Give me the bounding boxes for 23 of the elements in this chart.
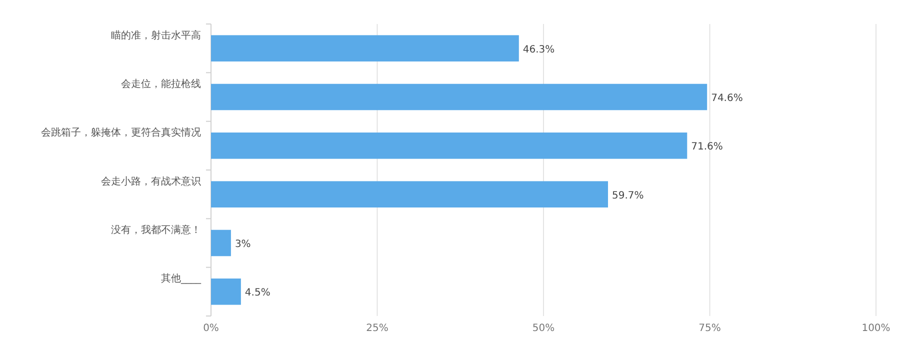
data-label: 3%: [234, 239, 251, 250]
y-tick-label: 会走位，能拉枪线: [121, 78, 201, 90]
data-label: 71.6%: [691, 142, 723, 153]
y-tick-label: 会跳箱子，躲掩体，更符合真实情况: [41, 126, 201, 139]
y-tick-label: 瞄的准，射击水平高: [111, 29, 201, 42]
data-label: 46.3%: [522, 44, 555, 56]
x-tick-label: 25%: [366, 323, 388, 334]
data-label: 4.5%: [244, 288, 270, 299]
x-tick-label: 100%: [862, 323, 890, 334]
bar: [211, 230, 231, 256]
y-tick-label: 会走小路，有战术意识: [101, 175, 201, 188]
y-tick-label: 没有，我都不满意！: [111, 224, 201, 236]
bar: [211, 132, 688, 159]
data-label: 59.7%: [612, 190, 644, 202]
x-tick-label: 50%: [532, 323, 555, 334]
bar: [211, 181, 608, 208]
data-label: 74.6%: [711, 93, 743, 104]
y-tick-label: 其他____: [161, 272, 202, 285]
bar: [211, 35, 519, 62]
bar: [211, 278, 241, 305]
x-tick-label: 0%: [203, 323, 219, 334]
x-tick-label: 75%: [698, 323, 721, 334]
bar: [211, 84, 708, 110]
